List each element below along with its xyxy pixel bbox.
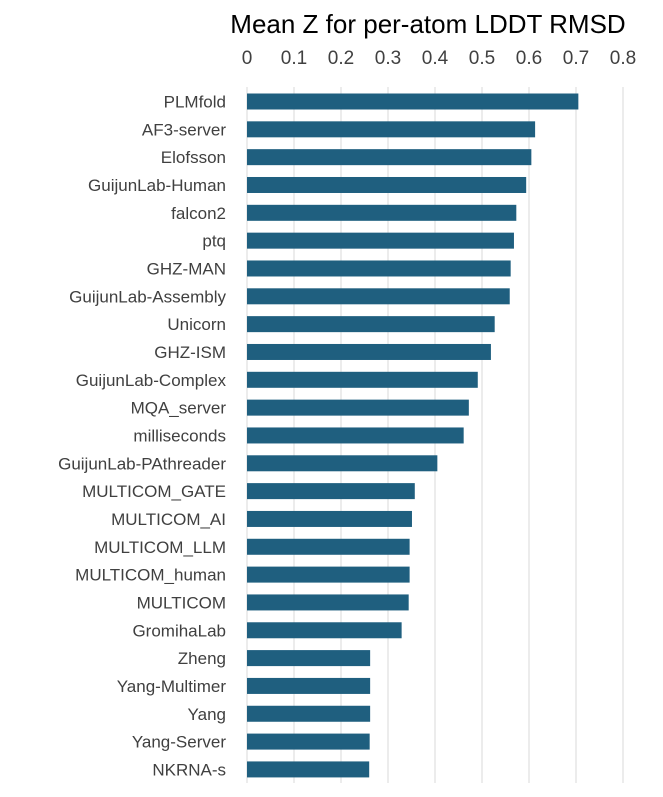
bar xyxy=(247,538,410,555)
category-label: falcon2 xyxy=(171,204,226,223)
bar xyxy=(247,121,536,138)
x-tick-label: 0.1 xyxy=(281,48,307,69)
bar xyxy=(247,232,514,249)
bar xyxy=(247,622,402,639)
x-tick-label: 0.3 xyxy=(375,48,401,69)
category-label: Yang xyxy=(188,705,226,724)
x-tick-label: 0.4 xyxy=(422,48,449,69)
category-labels: PLMfold AF3-server Elofsson GuijunLab-Human… xyxy=(58,93,226,780)
category-label: PLMfold xyxy=(164,93,226,112)
bar xyxy=(247,594,409,611)
bar xyxy=(247,204,517,221)
category-label: GuijunLab-PAthreader xyxy=(58,454,226,473)
bar xyxy=(247,650,371,667)
bar xyxy=(247,483,415,500)
bar xyxy=(247,399,469,416)
x-tick-label: 0.7 xyxy=(563,48,589,69)
category-label: GuijunLab-Complex xyxy=(76,371,227,390)
bar xyxy=(247,455,438,472)
category-label: Yang-Multimer xyxy=(117,677,227,696)
category-label: MULTICOM_GATE xyxy=(82,482,226,501)
category-label: Elofsson xyxy=(161,148,226,167)
bar xyxy=(247,510,412,527)
bar xyxy=(247,343,491,360)
bar xyxy=(247,371,478,388)
category-label: milliseconds xyxy=(133,426,226,445)
category-label: MULTICOM xyxy=(137,593,226,612)
category-label: GHZ-MAN xyxy=(147,259,226,278)
bars xyxy=(247,93,579,778)
x-tick-label: 0 xyxy=(242,48,253,69)
category-label: Unicorn xyxy=(167,315,226,334)
bar xyxy=(247,427,464,444)
category-label: GuijunLab-Human xyxy=(88,176,226,195)
bar xyxy=(247,705,371,722)
x-tick-label: 0.6 xyxy=(516,48,542,69)
bar xyxy=(247,176,527,193)
bar xyxy=(247,733,370,750)
category-label: GHZ-ISM xyxy=(154,343,226,362)
bar xyxy=(247,677,371,694)
category-label: MULTICOM_LLM xyxy=(94,538,226,557)
category-label: AF3-server xyxy=(142,120,226,139)
bar xyxy=(247,288,510,305)
category-label: MULTICOM_human xyxy=(75,566,226,585)
x-tick-label: 0.5 xyxy=(469,48,495,69)
category-label: GromihaLab xyxy=(132,621,226,640)
category-label: Yang-Server xyxy=(132,733,227,752)
x-tick-label: 0.8 xyxy=(610,48,636,69)
bar xyxy=(247,566,410,583)
x-axis-ticks: 0 0.1 0.2 0.3 0.4 0.5 0.6 0.7 0.8 xyxy=(242,48,637,69)
bar xyxy=(247,93,579,110)
chart-title: Mean Z for per-atom LDDT RMSD xyxy=(230,9,625,39)
bar xyxy=(247,149,532,166)
bar xyxy=(247,316,495,333)
bar xyxy=(247,260,511,277)
category-label: MQA_server xyxy=(131,399,227,418)
category-label: GuijunLab-Assembly xyxy=(69,287,226,306)
x-tick-label: 0.2 xyxy=(328,48,354,69)
category-label: NKRNA-s xyxy=(152,760,226,779)
category-label: MULTICOM_AI xyxy=(111,510,226,529)
category-label: Zheng xyxy=(178,649,226,668)
bar xyxy=(247,761,370,778)
category-label: ptq xyxy=(202,232,226,251)
